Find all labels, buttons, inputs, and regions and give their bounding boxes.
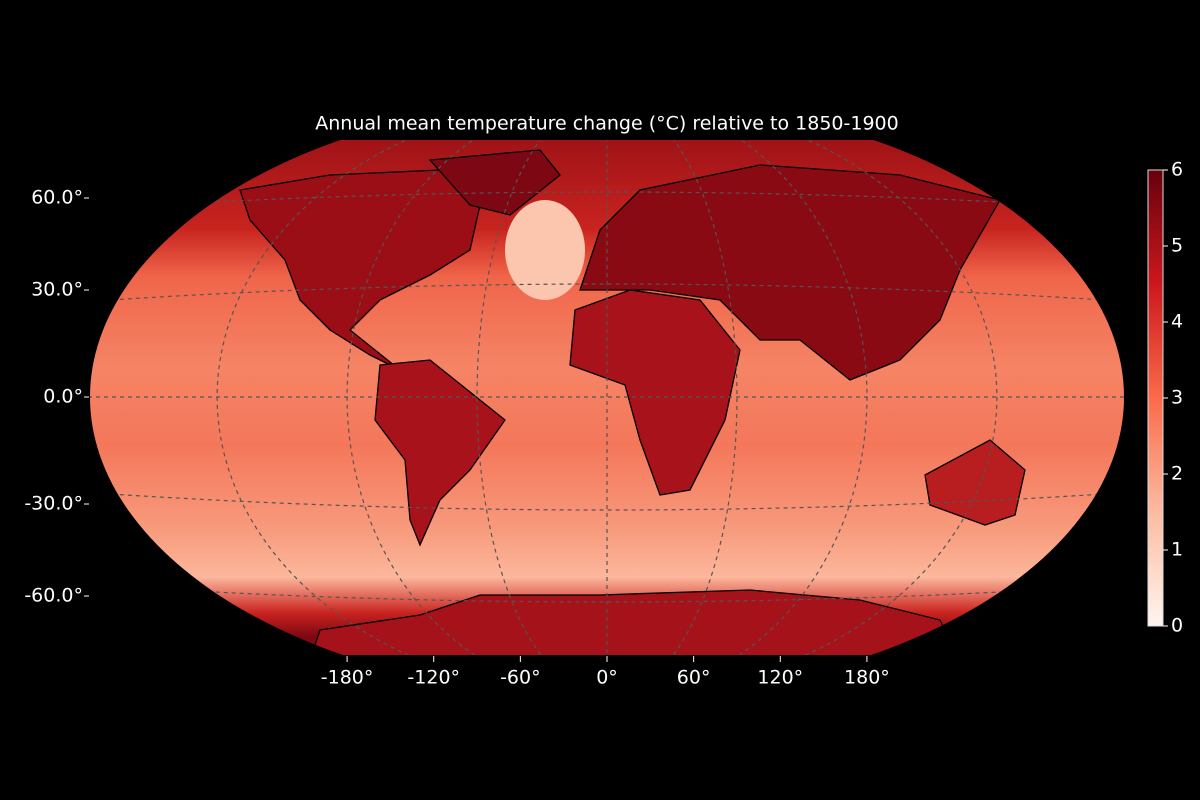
- map-area: [79, 140, 1124, 655]
- continents: [239, 149, 1026, 655]
- graticule: [79, 140, 1124, 655]
- lon-grid-line: [606, 140, 868, 655]
- lat-tick-label: 30.0°: [31, 279, 83, 301]
- map-axes: 60.0° 30.0° 0.0° -30.0° -60.0° -180° -120° -60°…: [24, 187, 889, 689]
- lat-grid-line: [79, 583, 1124, 603]
- lon-tick-label: -120°: [407, 667, 460, 689]
- lon-grid-line: [346, 140, 608, 655]
- lon-tick-label: 60°: [677, 667, 711, 689]
- lat-grid-line: [79, 191, 1124, 211]
- warming-hole: [505, 200, 585, 300]
- lon-tick-label: -60°: [500, 667, 541, 689]
- lat-grid-line: [79, 283, 1124, 303]
- colorbar-tick-label: 4: [1171, 311, 1183, 333]
- lat-grid-line: [79, 491, 1124, 511]
- map-title: Annual mean temperature change (°C) rela…: [315, 113, 898, 135]
- lat-tick-label: 0.0°: [43, 386, 83, 408]
- lon-tick-label: 180°: [844, 667, 890, 689]
- colorbar-tick-label: 3: [1171, 387, 1183, 409]
- lon-tick-label: 120°: [757, 667, 803, 689]
- colorbar-tick-label: 6: [1171, 159, 1183, 181]
- lat-tick-label: -60.0°: [24, 584, 83, 606]
- lat-tick-label: -30.0°: [24, 492, 83, 514]
- lon-tick-label: 0°: [596, 667, 618, 689]
- colorbar: [1147, 169, 1164, 627]
- colorbar-tick-label: 0: [1171, 615, 1183, 637]
- colorbar-tick-label: 1: [1171, 539, 1183, 561]
- lon-tick-label: -180°: [321, 667, 374, 689]
- lat-tick-label: 60.0°: [31, 187, 83, 209]
- colorbar-tick-label: 2: [1171, 463, 1183, 485]
- colorbar-tick-label: 5: [1171, 235, 1183, 257]
